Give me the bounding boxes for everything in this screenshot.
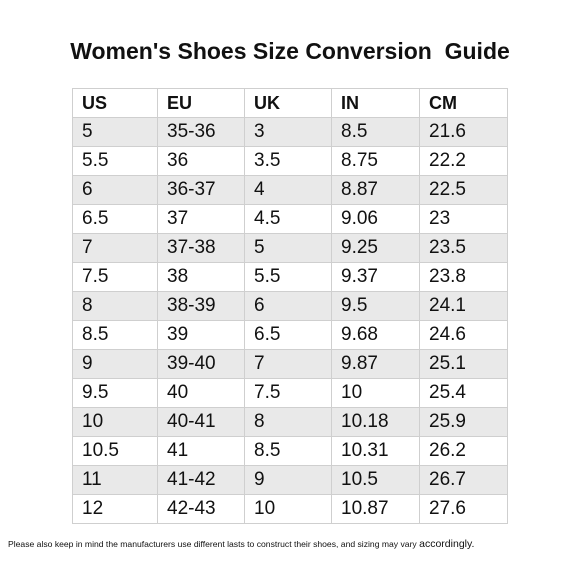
cell-us: 11 xyxy=(72,465,158,495)
cell-in: 9.5 xyxy=(331,291,420,321)
table-row: 6.5 37 4.5 9.06 23 xyxy=(72,204,508,234)
cell-in: 9.87 xyxy=(331,349,420,379)
table-row: 5.5 36 3.5 8.75 22.2 xyxy=(72,146,508,176)
cell-eu: 36-37 xyxy=(157,175,245,205)
cell-us: 9 xyxy=(72,349,158,379)
cell-cm: 21.6 xyxy=(419,117,508,147)
table-header-row: US EU UK IN CM xyxy=(72,88,508,118)
cell-eu: 40 xyxy=(157,378,245,408)
table-row: 11 41-42 9 10.5 26.7 xyxy=(72,465,508,495)
table-row: 10 40-41 8 10.18 25.9 xyxy=(72,407,508,437)
cell-in: 10.18 xyxy=(331,407,420,437)
cell-uk: 3.5 xyxy=(244,146,332,176)
cell-in: 9.06 xyxy=(331,204,420,234)
cell-in: 10.5 xyxy=(331,465,420,495)
table-row: 8.5 39 6.5 9.68 24.6 xyxy=(72,320,508,350)
table-row: 12 42-43 10 10.87 27.6 xyxy=(72,494,508,524)
cell-eu: 37 xyxy=(157,204,245,234)
cell-cm: 25.1 xyxy=(419,349,508,379)
cell-uk: 4 xyxy=(244,175,332,205)
footnote-emphasis: accordingly. xyxy=(419,538,475,550)
table-row: 6 36-37 4 8.87 22.5 xyxy=(72,175,508,205)
table-row: 9 39-40 7 9.87 25.1 xyxy=(72,349,508,379)
cell-in: 9.68 xyxy=(331,320,420,350)
cell-us: 10 xyxy=(72,407,158,437)
cell-in: 10.31 xyxy=(331,436,420,466)
table-body: 5 35-36 3 8.5 21.6 5.5 36 3.5 8.75 22.2 6 36-37 4 8.8… xyxy=(72,117,508,524)
cell-us: 9.5 xyxy=(72,378,158,408)
cell-eu: 35-36 xyxy=(157,117,245,147)
cell-eu: 39-40 xyxy=(157,349,245,379)
cell-uk: 7 xyxy=(244,349,332,379)
cell-us: 7 xyxy=(72,233,158,263)
cell-cm: 27.6 xyxy=(419,494,508,524)
size-conversion-table: US EU UK IN CM 5 35-36 3 8.5 21.6 5.5 36 3.5 8.7… xyxy=(72,88,508,524)
header-us: US xyxy=(72,88,158,118)
header-eu: EU xyxy=(157,88,245,118)
cell-uk: 3 xyxy=(244,117,332,147)
cell-cm: 24.1 xyxy=(419,291,508,321)
cell-eu: 41 xyxy=(157,436,245,466)
cell-uk: 7.5 xyxy=(244,378,332,408)
cell-in: 9.25 xyxy=(331,233,420,263)
cell-us: 5.5 xyxy=(72,146,158,176)
cell-uk: 8 xyxy=(244,407,332,437)
cell-us: 10.5 xyxy=(72,436,158,466)
cell-cm: 23.5 xyxy=(419,233,508,263)
cell-cm: 24.6 xyxy=(419,320,508,350)
cell-eu: 42-43 xyxy=(157,494,245,524)
cell-in: 8.5 xyxy=(331,117,420,147)
cell-us: 8.5 xyxy=(72,320,158,350)
cell-cm: 25.9 xyxy=(419,407,508,437)
cell-uk: 6 xyxy=(244,291,332,321)
cell-eu: 38-39 xyxy=(157,291,245,321)
table-row: 7.5 38 5.5 9.37 23.8 xyxy=(72,262,508,292)
cell-eu: 37-38 xyxy=(157,233,245,263)
cell-cm: 22.2 xyxy=(419,146,508,176)
cell-uk: 9 xyxy=(244,465,332,495)
cell-uk: 4.5 xyxy=(244,204,332,234)
table-row: 8 38-39 6 9.5 24.1 xyxy=(72,291,508,321)
footnote: Please also keep in mind the manufacture… xyxy=(8,538,576,550)
cell-us: 6 xyxy=(72,175,158,205)
table-row: 7 37-38 5 9.25 23.5 xyxy=(72,233,508,263)
cell-cm: 26.2 xyxy=(419,436,508,466)
footnote-text: Please also keep in mind the manufacture… xyxy=(8,539,420,549)
cell-us: 6.5 xyxy=(72,204,158,234)
cell-uk: 10 xyxy=(244,494,332,524)
cell-eu: 40-41 xyxy=(157,407,245,437)
cell-eu: 36 xyxy=(157,146,245,176)
page-title: Women's Shoes Size Conversion Guide xyxy=(70,38,510,64)
cell-uk: 5 xyxy=(244,233,332,263)
header-cm: CM xyxy=(419,88,508,118)
cell-in: 8.75 xyxy=(331,146,420,176)
cell-us: 12 xyxy=(72,494,158,524)
header-uk: UK xyxy=(244,88,332,118)
cell-uk: 8.5 xyxy=(244,436,332,466)
cell-cm: 26.7 xyxy=(419,465,508,495)
cell-in: 10.87 xyxy=(331,494,420,524)
table-row: 5 35-36 3 8.5 21.6 xyxy=(72,117,508,147)
cell-eu: 41-42 xyxy=(157,465,245,495)
cell-cm: 22.5 xyxy=(419,175,508,205)
cell-eu: 39 xyxy=(157,320,245,350)
cell-cm: 25.4 xyxy=(419,378,508,408)
cell-us: 8 xyxy=(72,291,158,321)
cell-uk: 5.5 xyxy=(244,262,332,292)
cell-in: 9.37 xyxy=(331,262,420,292)
cell-cm: 23.8 xyxy=(419,262,508,292)
cell-cm: 23 xyxy=(419,204,508,234)
table-row: 9.5 40 7.5 10 25.4 xyxy=(72,378,508,408)
header-in: IN xyxy=(331,88,420,118)
cell-in: 10 xyxy=(331,378,420,408)
table-row: 10.5 41 8.5 10.31 26.2 xyxy=(72,436,508,466)
cell-eu: 38 xyxy=(157,262,245,292)
cell-uk: 6.5 xyxy=(244,320,332,350)
cell-in: 8.87 xyxy=(331,175,420,205)
cell-us: 7.5 xyxy=(72,262,158,292)
cell-us: 5 xyxy=(72,117,158,147)
